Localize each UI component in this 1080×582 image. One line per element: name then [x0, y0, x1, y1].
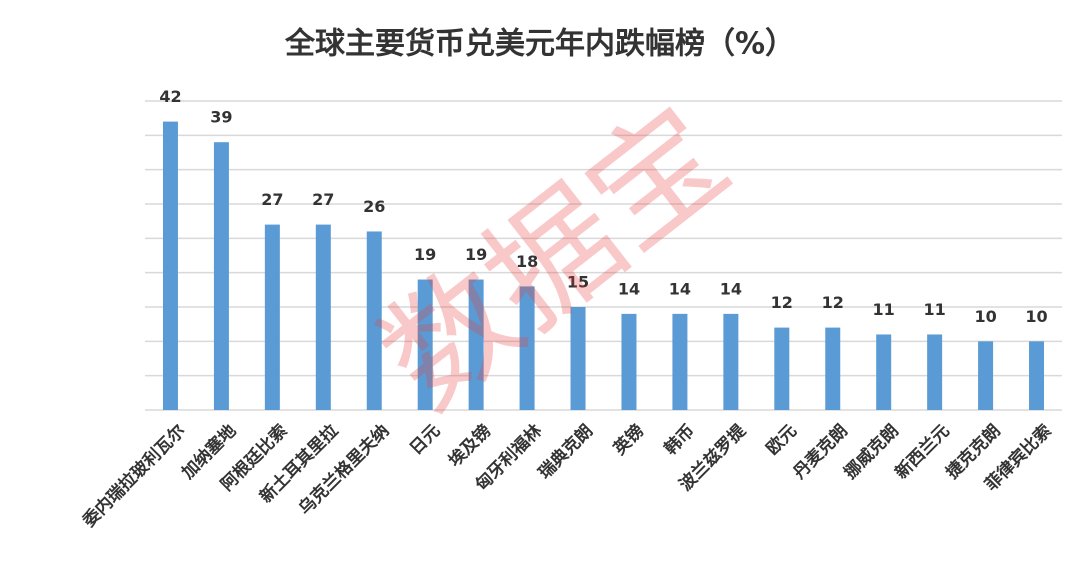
bar: [162, 121, 178, 410]
value-label: 12: [771, 293, 793, 312]
x-tick-label: 委内瑞拉玻利瓦尔: [78, 420, 190, 532]
value-label: 14: [618, 279, 640, 298]
bar: [825, 327, 841, 410]
value-label: 10: [1025, 307, 1047, 326]
bar: [672, 313, 688, 410]
bar: [366, 231, 382, 410]
x-tick-label: 新西兰元: [891, 420, 954, 483]
x-tick-label: 丹麦克朗: [789, 420, 852, 483]
bar: [519, 286, 535, 410]
value-label: 14: [720, 279, 742, 298]
x-tick-label: 瑞典克朗: [534, 420, 597, 483]
value-label: 27: [312, 190, 334, 209]
value-label: 10: [974, 307, 996, 326]
value-label: 15: [567, 273, 589, 292]
bar: [417, 279, 433, 410]
x-tick-label: 挪威克朗: [840, 420, 903, 483]
value-label: 26: [363, 197, 385, 216]
value-label: 42: [159, 87, 181, 106]
bar: [927, 334, 943, 410]
bar: [264, 224, 280, 410]
bar: [468, 279, 484, 410]
x-tick-label: 乌克兰格里夫纳: [294, 420, 393, 519]
x-tick-label: 欧元: [762, 420, 801, 459]
x-tick-label: 英镑: [609, 420, 648, 459]
bar: [774, 327, 790, 410]
value-label: 39: [210, 108, 232, 127]
x-tick-label: 韩币: [660, 420, 699, 459]
value-label: 27: [261, 190, 283, 209]
bar: [876, 334, 892, 410]
bar: [570, 307, 586, 410]
bar: [723, 313, 739, 410]
bar: [213, 142, 229, 410]
value-label: 19: [465, 245, 487, 264]
bar: [315, 224, 331, 410]
value-label: 14: [669, 279, 691, 298]
value-label: 11: [873, 300, 895, 319]
value-label: 12: [822, 293, 844, 312]
value-label: 11: [924, 300, 946, 319]
chart-title: 全球主要货币兑美元年内跌幅榜（%）: [284, 27, 795, 62]
value-label: 19: [414, 245, 436, 264]
bar: [978, 341, 994, 410]
bar: [621, 313, 637, 410]
value-label: 18: [516, 252, 538, 271]
bar: [1029, 341, 1045, 410]
